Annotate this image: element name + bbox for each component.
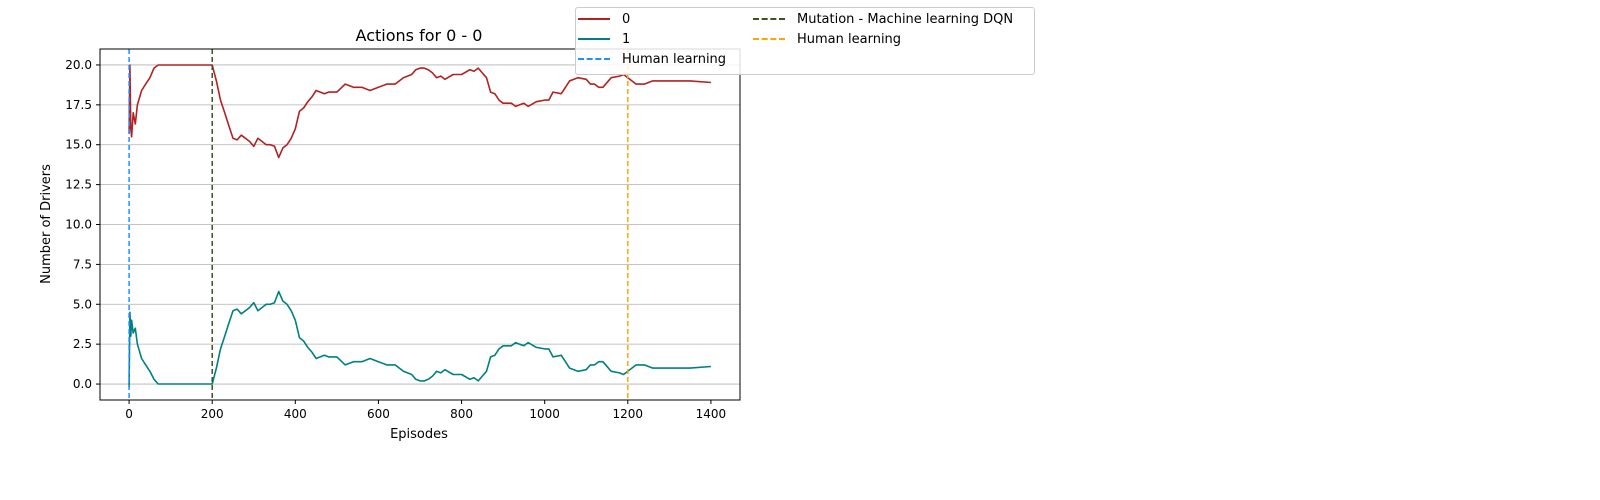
vertical-marker-lines bbox=[128, 49, 629, 400]
y-tick-label-6: 15.0 bbox=[65, 138, 92, 152]
series-line-0 bbox=[128, 64, 711, 159]
legend-label-series-1: 1 bbox=[622, 31, 631, 47]
legend-swatch-series-1 bbox=[578, 38, 610, 40]
series-lines bbox=[128, 64, 711, 388]
y-axis-label: Number of Drivers bbox=[39, 164, 54, 284]
y-axis-ticks: 0.0 2.5 5.0 7.5 10.0 12.5 15.0 17.5 20.0 bbox=[65, 58, 100, 391]
legend-label-mutation-dqn: Mutation - Machine learning DQN bbox=[797, 11, 1014, 27]
x-axis-ticks: 0 200 400 600 800 1000 1200 1400 bbox=[125, 400, 726, 421]
legend-item-mutation-dqn: Mutation - Machine learning DQN bbox=[753, 10, 1013, 28]
y-tick-label-3: 7.5 bbox=[73, 257, 92, 271]
y-tick-label-2: 5.0 bbox=[73, 297, 92, 311]
legend-item-human-learning-end: Human learning bbox=[753, 30, 901, 48]
x-tick-label-6: 1200 bbox=[613, 407, 644, 421]
legend-label-human-learning-start: Human learning bbox=[622, 51, 727, 67]
x-tick-label-3: 600 bbox=[367, 407, 390, 421]
legend-item-human-learning-start: Human learning bbox=[578, 50, 726, 68]
y-tick-label-4: 10.0 bbox=[65, 218, 92, 232]
y-tick-label-8: 20.0 bbox=[65, 58, 92, 72]
grid-lines bbox=[100, 64, 740, 385]
legend-item-series-1: 1 bbox=[578, 30, 630, 48]
legend-label-human-learning-end: Human learning bbox=[797, 31, 902, 47]
legend-swatch-human-learning-start bbox=[578, 58, 610, 60]
x-axis-label: Episodes bbox=[390, 427, 448, 442]
x-tick-label-0: 0 bbox=[125, 407, 133, 421]
chart-title: Actions for 0 - 0 bbox=[356, 26, 483, 45]
y-tick-label-0: 0.0 bbox=[73, 377, 92, 391]
legend-swatch-human-learning-end bbox=[753, 38, 785, 40]
x-tick-label-2: 400 bbox=[284, 407, 307, 421]
legend-swatch-series-0 bbox=[578, 18, 610, 20]
y-tick-label-5: 12.5 bbox=[65, 178, 92, 192]
legend: 0 1 Human learning Mutation - Machine le… bbox=[575, 7, 1035, 75]
legend-label-series-0: 0 bbox=[622, 11, 631, 27]
x-tick-label-4: 800 bbox=[450, 407, 473, 421]
x-tick-label-1: 200 bbox=[201, 407, 224, 421]
x-tick-label-7: 1400 bbox=[696, 407, 727, 421]
legend-item-series-0: 0 bbox=[578, 10, 630, 28]
legend-swatch-mutation-dqn bbox=[753, 18, 785, 20]
series-line-1 bbox=[128, 290, 711, 388]
y-tick-label-1: 2.5 bbox=[73, 337, 92, 351]
x-tick-label-5: 1000 bbox=[529, 407, 560, 421]
y-tick-label-7: 17.5 bbox=[65, 98, 92, 112]
